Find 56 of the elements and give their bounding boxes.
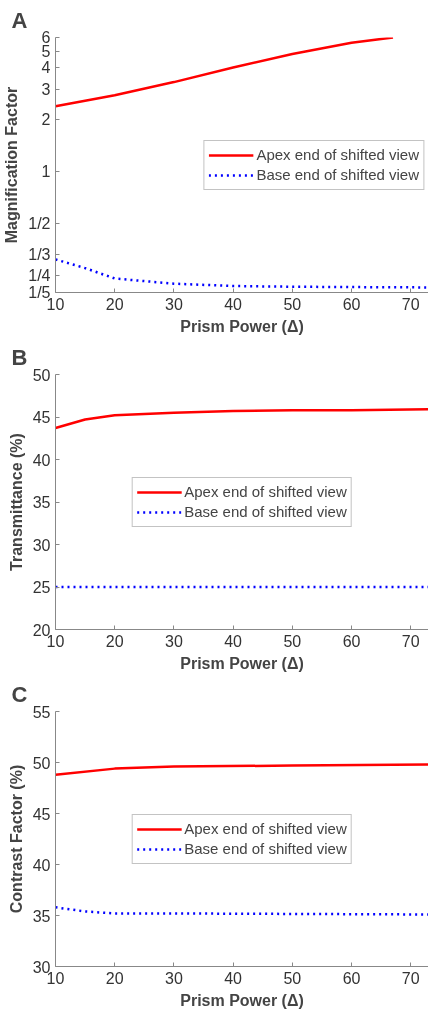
- legend-label: Base end of shifted view: [184, 503, 347, 520]
- y-tick-label: 50: [32, 754, 51, 772]
- x-tick-label: 30: [165, 969, 183, 987]
- y-tick-label: 40: [32, 451, 51, 469]
- x-tick-label: 30: [165, 632, 183, 650]
- x-tick-label: 70: [401, 969, 420, 987]
- y-tick-label: 40: [32, 856, 51, 874]
- y-tick-label: 35: [32, 907, 51, 925]
- x-tick-label: 50: [283, 969, 302, 987]
- y-tick-label: 50: [32, 366, 51, 384]
- legend-label: Apex end of shifted view: [184, 483, 347, 500]
- line-series: [55, 906, 428, 916]
- x-tick-label: 70: [401, 295, 420, 313]
- legend-label: Apex end of shifted view: [256, 146, 419, 163]
- y-axis-title: Contrast Factor (%): [7, 764, 25, 914]
- line-series: [55, 408, 428, 430]
- x-tick-label: 60: [342, 295, 361, 313]
- legend-label: Base end of shifted view: [256, 166, 419, 183]
- x-tick-label: 40: [224, 969, 243, 987]
- legend-label: Apex end of shifted view: [184, 820, 347, 837]
- y-tick-label: 2: [41, 111, 51, 129]
- y-axis-title: Transmittance (%): [7, 433, 25, 571]
- y-tick-label: 35: [32, 494, 51, 511]
- x-axis-title: Prism Power (Δ): [180, 654, 304, 672]
- line-series: [55, 763, 428, 776]
- y-axis-title: Magnification Factor: [3, 86, 21, 244]
- legend-label: Base end of shifted view: [184, 840, 347, 857]
- y-tick-label: 1/4: [28, 267, 51, 285]
- x-tick-label: 70: [401, 632, 420, 650]
- line-series: [55, 37, 395, 108]
- x-tick-label: 40: [224, 632, 243, 650]
- x-tick-label: 60: [342, 969, 361, 987]
- y-tick-label: 55: [32, 703, 51, 721]
- x-tick-label: 50: [283, 632, 302, 650]
- x-tick-label: 40: [224, 295, 243, 313]
- x-tick-label: 30: [165, 295, 183, 313]
- chart-title: A: [11, 7, 28, 33]
- x-tick-label: 20: [105, 969, 124, 987]
- x-tick-label: 20: [105, 295, 124, 313]
- chart-title: C: [11, 681, 28, 707]
- y-tick-label: 1: [41, 163, 51, 181]
- chart-title: B: [11, 344, 28, 370]
- y-tick-label: 3: [41, 80, 51, 98]
- y-tick-label: 4: [41, 59, 51, 77]
- y-tick-label: 25: [32, 579, 51, 596]
- line-series: [55, 258, 428, 289]
- x-tick-label: 60: [342, 632, 361, 650]
- y-tick-label: 30: [32, 536, 51, 554]
- y-tick-label: 1/2: [28, 215, 51, 233]
- y-tick-label: 45: [32, 409, 51, 426]
- y-tick-label: 1/3: [28, 245, 51, 263]
- x-axis-title: Prism Power (Δ): [180, 317, 304, 335]
- x-tick-label: 20: [105, 632, 124, 650]
- x-tick-label: 50: [283, 295, 302, 313]
- x-axis-title: Prism Power (Δ): [180, 991, 304, 1009]
- y-tick-label: 45: [32, 805, 51, 823]
